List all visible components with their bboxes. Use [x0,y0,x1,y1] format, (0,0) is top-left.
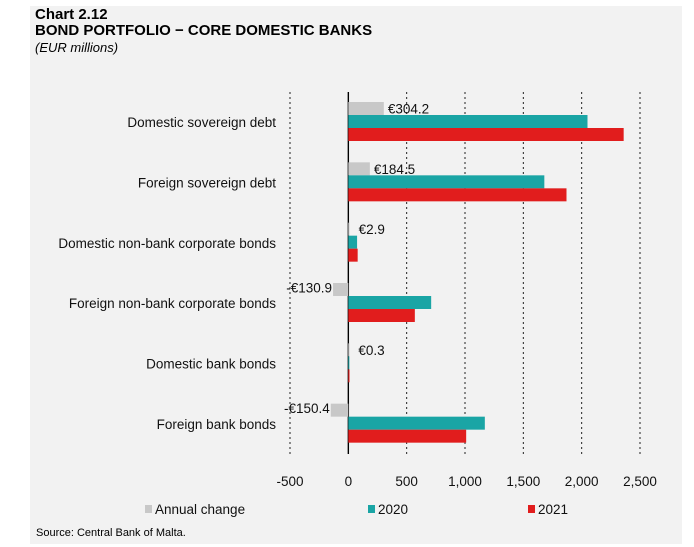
bar-annual-change [348,343,350,357]
data-label: €304.2 [388,102,429,117]
x-tick-label: 2,500 [623,474,657,489]
bar-2021 [348,128,624,141]
bar-2020 [348,235,358,249]
data-label: €2.9 [359,222,385,237]
x-tick-label: 0 [345,474,353,489]
data-label: €184.5 [374,162,415,177]
x-tick-label: 2,000 [565,474,599,489]
category-label: Domestic non-bank corporate bonds [58,236,276,251]
category-label: Domestic bank bonds [146,357,276,372]
category-label: Foreign non-bank corporate bonds [69,296,276,311]
x-tick-label: 1,000 [448,474,482,489]
data-label: €0.3 [358,343,384,358]
category-label: Domestic sovereign debt [127,115,276,130]
bar-2020 [348,356,350,370]
chart-background [30,6,682,544]
bar-annual-change [333,283,349,296]
bar-2021 [348,188,567,202]
legend-label: 2020 [378,502,408,517]
data-label: -€130.9 [286,281,332,296]
data-label: -€150.4 [284,401,330,416]
bar-2021 [348,429,467,443]
chart-subtitle: (EUR millions) [35,40,119,55]
bar-annual-change [348,162,370,176]
chart-title: BOND PORTFOLIO − CORE DOMESTIC BANKS [35,22,373,39]
legend-swatch [368,505,375,513]
source-note: Source: Central Bank of Malta. [36,527,186,539]
bar-2021 [348,248,358,262]
bar-annual-change [348,102,384,115]
bar-2021 [348,309,415,322]
x-tick-label: 500 [395,474,418,489]
bar-2020 [348,175,545,189]
category-label: Foreign sovereign debt [138,176,276,191]
bar-2021 [348,369,350,383]
bar-annual-change [330,403,349,417]
x-tick-label: 1,500 [506,474,540,489]
legend-swatch [528,505,535,513]
bar-annual-change [348,222,350,236]
bar-2020 [348,416,485,430]
bar-2020 [348,115,588,128]
category-label: Foreign bank bonds [157,417,277,432]
legend-label: 2021 [538,502,568,517]
legend-swatch [145,505,152,513]
bar-2020 [348,296,432,309]
chart-number: Chart 2.12 [35,6,108,23]
x-tick-label: -500 [276,474,303,489]
legend-label: Annual change [155,502,245,517]
